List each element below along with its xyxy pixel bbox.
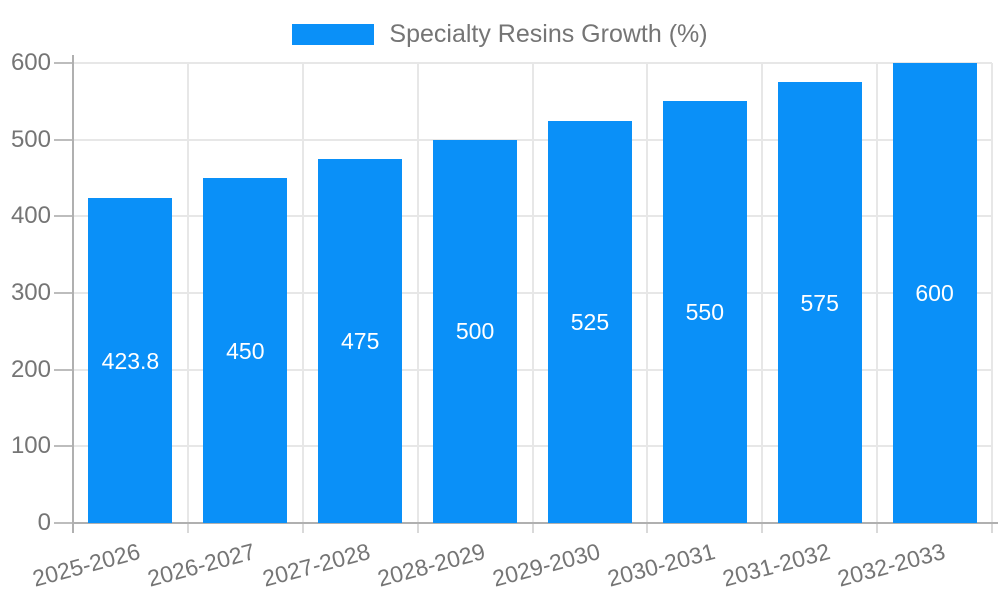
y-axis-tick [54, 292, 72, 294]
x-axis-category-label: 2030-2031 [604, 538, 718, 592]
x-axis-category-label: 2026-2027 [145, 538, 259, 592]
gridline-vertical [301, 63, 304, 523]
gridline-vertical [876, 63, 879, 523]
bar-value-label: 500 [455, 318, 495, 345]
bar[interactable] [433, 139, 518, 523]
y-axis-line [72, 55, 74, 533]
gridline-vertical [416, 63, 419, 523]
x-axis-category-label: 2031-2032 [719, 538, 833, 592]
y-axis-tick-label: 400 [10, 202, 51, 230]
x-axis-tick [646, 524, 649, 533]
y-axis-tick [54, 445, 72, 448]
bar-value-label: 525 [570, 308, 610, 335]
gridline-vertical [186, 63, 189, 523]
y-axis-tick [54, 368, 72, 371]
x-axis-tick [991, 524, 993, 533]
y-axis-tick-label: 200 [10, 355, 51, 383]
gridline-vertical [531, 63, 534, 523]
x-axis-category-label: 2025-2026 [30, 538, 144, 592]
x-axis-category-label: 2029-2030 [489, 538, 603, 592]
gridline-vertical [761, 63, 764, 523]
bar-value-label: 450 [226, 337, 265, 364]
bar-value-label: 550 [685, 299, 724, 326]
bar-value-label: 475 [341, 327, 380, 354]
x-axis-tick [416, 524, 419, 533]
x-axis-category-label: 2032-2033 [834, 538, 948, 592]
x-axis-category-label: 2028-2029 [374, 538, 488, 592]
x-axis-category-label: 2027-2028 [259, 538, 373, 592]
y-axis-tick [54, 138, 72, 141]
x-axis-line [73, 522, 998, 524]
bar[interactable] [777, 82, 862, 523]
x-axis-tick [761, 524, 764, 533]
y-axis-tick-label: 0 [37, 509, 51, 536]
x-axis-tick [876, 524, 879, 533]
bar[interactable] [318, 158, 403, 523]
gridline-vertical [991, 63, 993, 523]
bar-value-label: 423.8 [101, 347, 160, 374]
bar-value-label: 575 [800, 289, 839, 316]
y-axis-tick [54, 62, 72, 64]
x-axis-tick [186, 524, 189, 533]
legend-label: Specialty Resins Growth (%) [389, 20, 708, 48]
y-axis-tick [54, 215, 72, 218]
bar[interactable] [547, 120, 632, 523]
legend[interactable]: Specialty Resins Growth (%) [0, 20, 1000, 49]
y-axis-tick [54, 522, 72, 524]
y-axis-tick-label: 500 [10, 125, 51, 153]
x-axis-tick [531, 524, 534, 533]
bar[interactable] [203, 178, 288, 523]
x-axis-tick [301, 524, 304, 533]
bar[interactable] [88, 198, 173, 523]
gridline-vertical [646, 63, 649, 523]
bar[interactable] [892, 63, 977, 523]
y-axis-tick-label: 100 [10, 432, 51, 460]
legend-swatch [292, 24, 375, 45]
y-axis-tick-label: 600 [10, 49, 51, 76]
y-axis-tick-label: 300 [10, 279, 51, 306]
bar-value-label: 600 [915, 280, 954, 306]
bar[interactable] [662, 101, 747, 523]
